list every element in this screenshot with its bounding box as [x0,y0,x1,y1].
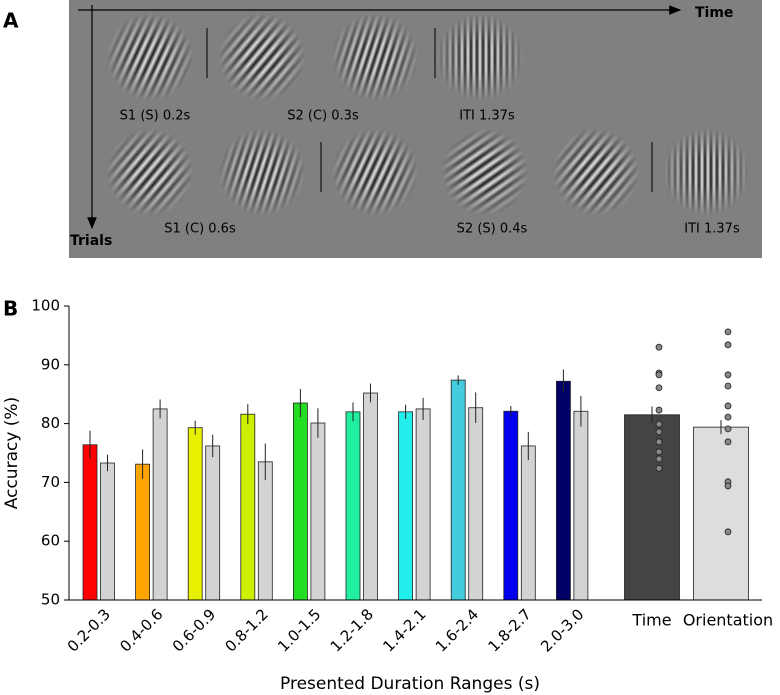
data-point [724,341,732,349]
x-tick-label: 0.8-1.2 [222,605,272,655]
stimulus-label: S2 (C) 0.3s [287,109,359,124]
data-point [655,438,663,446]
bar [205,445,221,601]
x-tick-label: Orientation [683,611,773,630]
data-point [655,406,663,414]
x-tick-label: 0.2-0.3 [64,605,114,655]
x-tick-label: 2.0-3.0 [537,605,587,655]
y-tick-label: 90 [41,355,60,373]
data-point [655,420,663,428]
bar [82,444,98,601]
gratings [106,13,750,216]
bar [135,463,151,601]
x-tick-label: 1.2-1.8 [327,605,377,655]
panel-a: A Time Trials S1 (S) 0.2s S2 (C) 0.3s IT… [3,0,762,258]
panel-b: B Accuracy (%) Presented Duration Ranges… [2,297,773,695]
x-tick-label: Time [631,611,671,630]
y-axis-title: Accuracy (%) [2,397,22,509]
data-point [655,384,663,392]
y-tick-label: 80 [41,414,60,432]
bar [573,410,589,601]
data-point [655,428,663,436]
x-axis-title: Presented Duration Ranges (s) [280,674,540,694]
data-point [724,402,732,410]
panel-label: A [3,9,19,33]
y-tick-label: 100 [31,297,60,315]
y-tick-label: 70 [41,473,60,491]
bar [450,379,466,601]
x-tick-label: 0.4-0.6 [116,605,166,655]
data-point [724,382,732,390]
data-point [724,482,732,490]
bar [257,461,273,601]
bar [345,411,361,601]
y-tick-label: 50 [41,591,60,609]
x-tick-label: 1.6-2.4 [432,605,482,655]
data-point [655,464,663,472]
stimulus-label: ITI 1.37s [459,109,515,124]
data-point [655,455,663,463]
x-tick-label: 1.8-2.7 [485,605,535,655]
x-tick-label: 1.0-1.5 [274,605,324,655]
stimulus-label: ITI 1.37s [684,222,740,237]
data-point [724,425,732,433]
bar [693,426,749,601]
data-point [724,438,732,446]
data-point [724,413,732,421]
panel-label: B [3,297,18,321]
data-point [655,343,663,351]
x-tick-label: 1.4-2.1 [379,605,429,655]
data-point [724,371,732,379]
data-point [724,528,732,536]
bar [152,408,168,601]
data-point [724,328,732,336]
x-tick-label: 0.6-0.9 [169,605,219,655]
time-label: Time [695,5,733,21]
bar [187,427,203,601]
trials-label: Trials [70,233,112,249]
data-point [655,448,663,456]
bar [468,407,484,601]
bar [398,411,414,601]
bar [503,410,519,601]
bar [100,462,115,601]
bar [240,413,256,601]
stimulus-label: S1 (S) 0.2s [120,109,191,124]
bar [292,402,308,601]
bar [556,380,571,601]
bar [310,422,326,601]
stimulus-label: S1 (C) 0.6s [164,222,236,237]
bar [520,445,536,601]
bar [415,408,431,601]
y-tick-label: 60 [41,532,60,550]
stimulus-label: S2 (S) 0.4s [457,222,528,237]
bar [363,392,378,601]
bar [624,414,680,601]
data-point [655,371,663,379]
